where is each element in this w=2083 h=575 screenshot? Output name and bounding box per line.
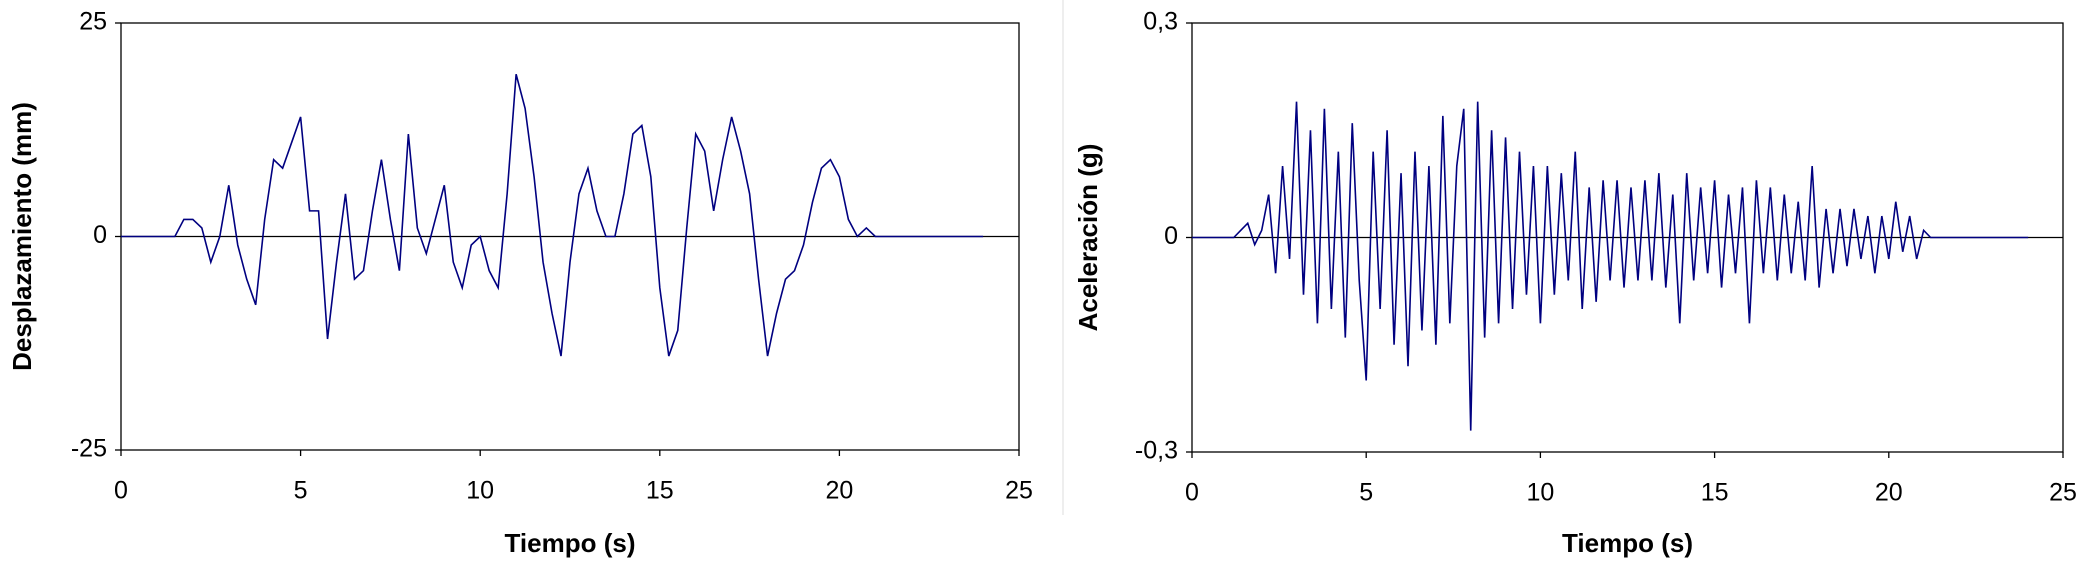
x-tick-label: 15 [646, 477, 674, 505]
x-tick-label: 10 [466, 477, 494, 505]
x-tick-label: 0 [114, 477, 128, 505]
x-tick-label: 10 [1526, 479, 1554, 507]
y-axis-title: Desplazamiento (mm) [7, 102, 37, 371]
x-tick-label: 0 [1185, 479, 1199, 507]
y-tick-label: 25 [79, 8, 107, 36]
y-tick-label: 0,3 [1143, 8, 1178, 36]
x-tick-label: 5 [1359, 479, 1373, 507]
x-tick-label: 25 [1005, 477, 1033, 505]
data-line [1192, 101, 2029, 431]
x-tick-label: 5 [294, 477, 308, 505]
y-axis-title: Aceleración (g) [1073, 144, 1103, 332]
x-tick-label: 20 [1875, 479, 1903, 507]
x-tick-label: 15 [1701, 479, 1729, 507]
y-tick-label: -0,3 [1135, 437, 1178, 465]
x-axis-title: Tiempo (s) [1562, 528, 1693, 558]
data-line [121, 74, 984, 357]
x-axis-title: Tiempo (s) [505, 528, 636, 558]
y-tick-label: 0 [1164, 222, 1178, 250]
x-tick-label: 25 [2049, 479, 2077, 507]
y-tick-label: -25 [71, 435, 107, 463]
y-tick-label: 0 [93, 221, 107, 249]
x-tick-label: 20 [825, 477, 853, 505]
